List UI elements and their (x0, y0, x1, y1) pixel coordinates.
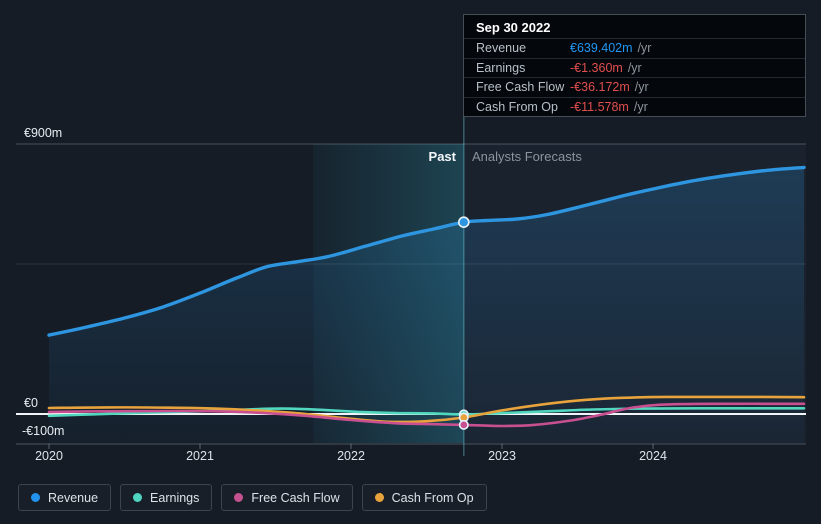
tooltip-row-earnings: Earnings -€1.360m/yr (464, 57, 805, 78)
tooltip-date: Sep 30 2022 (476, 20, 551, 35)
y-axis-label-neg100m: -€100m (22, 424, 65, 438)
tooltip-row-free-cash-flow: Free Cash Flow -€36.172m/yr (464, 77, 805, 97)
x-axis-label-2021: 2021 (186, 449, 214, 463)
y-axis-label-0: €0 (24, 396, 38, 410)
x-axis-label-2024: 2024 (639, 449, 667, 463)
tooltip-row-label: Free Cash Flow (476, 80, 565, 95)
y-axis-label-900m: €900m (24, 126, 63, 140)
tooltip-row-unit: /yr (634, 80, 649, 95)
marker-revenue (457, 216, 470, 228)
legend-label: Cash From Op (391, 490, 474, 505)
tooltip-row-label: Earnings (476, 60, 526, 75)
x-axis-label-2022: 2022 (337, 449, 365, 463)
tooltip-row-cash-from-op: Cash From Op -€11.578m/yr (464, 96, 805, 117)
legend-dot-icon (133, 493, 143, 502)
tooltip-row-value: -€36.172m (570, 80, 630, 95)
legend-item-revenue[interactable]: Revenue (18, 484, 112, 511)
tooltip-row-unit: /yr (627, 60, 642, 75)
chart-legend: Revenue Earnings Free Cash Flow Cash From O… (18, 484, 487, 511)
legend-item-earnings[interactable]: Earnings (120, 484, 213, 511)
legend-item-cash-from-op[interactable]: Cash From Op (361, 484, 487, 511)
revenue-area-fill (49, 167, 804, 443)
series-line-free-cash-flow (47, 402, 806, 428)
legend-dot-icon (31, 493, 40, 502)
tooltip-row-label: Cash From Op (476, 99, 558, 114)
tooltip-row-unit: /yr (633, 99, 648, 114)
tooltip-row-value: -€11.578m (570, 99, 629, 114)
legend-label: Earnings (150, 490, 200, 505)
legend-label: Free Cash Flow (251, 490, 340, 505)
tooltip-row-label: Revenue (476, 41, 527, 56)
series-line-revenue (47, 165, 806, 337)
legend-dot-icon (234, 493, 244, 502)
x-axis-label-2020: 2020 (35, 449, 63, 463)
marker-free-cash-flow (458, 419, 469, 430)
x-axis-label-2023: 2023 (488, 449, 516, 463)
legend-item-free-cash-flow[interactable]: Free Cash Flow (221, 484, 353, 511)
analysts-forecasts-section-label: Analysts Forecasts (472, 149, 582, 164)
tooltip-row-value: €639.402m (570, 41, 633, 56)
tooltip-row-revenue: Revenue €639.402m/yr (464, 38, 805, 58)
chart-tooltip: Sep 30 2022 Revenue €639.402m/yr Earnings -… (463, 14, 806, 117)
series-line-cash-from-op (47, 395, 806, 424)
legend-label: Revenue (48, 490, 99, 505)
legend-dot-icon (374, 493, 384, 502)
tooltip-row-unit: /yr (637, 41, 652, 56)
past-section-label: Past (428, 149, 456, 164)
tooltip-row-value: -€1.360m (570, 60, 623, 75)
